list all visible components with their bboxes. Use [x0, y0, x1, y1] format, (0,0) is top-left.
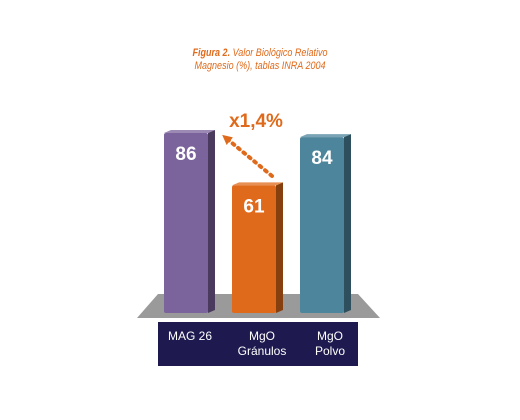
bar-side-1 [276, 182, 283, 313]
bar-top-2 [300, 134, 351, 138]
category-label-0: MAG 26 [167, 329, 212, 343]
bar-side-2 [344, 134, 351, 313]
category-band [158, 322, 358, 366]
bar-top-0 [164, 130, 215, 133]
category-label-2: MgO Polvo [314, 329, 346, 358]
category-label-1: MgO Gránulos [237, 329, 287, 358]
chart-title-line-1: Figura 2. Valor Biológico Relativo [47, 47, 473, 60]
annotation-label: x1,4% [229, 111, 283, 132]
bar-0 [164, 133, 208, 313]
chart-title-text: Valor Biológico Relativo [232, 47, 328, 59]
bar-1 [232, 185, 276, 313]
bars-group: 86 61 84 [164, 130, 351, 313]
bar-side-0 [208, 130, 215, 313]
chart-title-prefix: Figura 2. [192, 47, 231, 59]
bar-2 [300, 137, 344, 313]
annotation-arrow [222, 134, 274, 178]
bar-value-label-1: 61 [243, 196, 265, 217]
chart-title-line-2: Magnesio (%), tablas INRA 2004 [194, 60, 326, 72]
bar-top-1 [232, 182, 283, 186]
bar-value-label-0: 86 [175, 144, 196, 165]
bar-value-label-2: 84 [311, 148, 333, 169]
